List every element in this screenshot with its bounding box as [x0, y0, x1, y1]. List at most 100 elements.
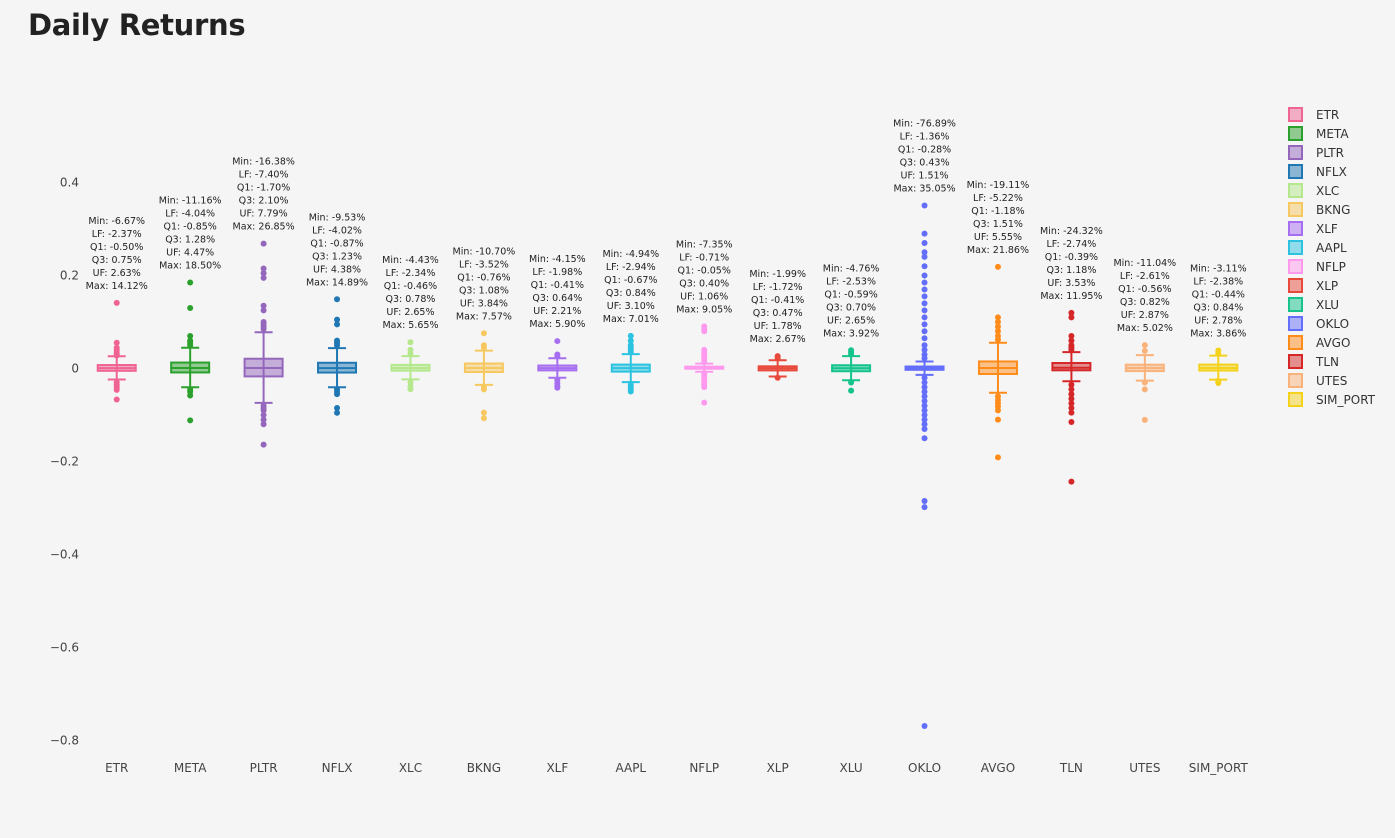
legend[interactable]: ETR META PLTR NFLX XLC BKNG XLF AAPL NFLP XLP XLU O… [1288, 107, 1376, 407]
outlier-point [921, 307, 928, 314]
outlier-point [260, 325, 267, 332]
annotation-line: UF: 7.79% [240, 209, 288, 220]
box-trace-meta[interactable] [170, 279, 211, 424]
annotation-line: Q3: 1.08% [459, 285, 509, 296]
outlier-point [921, 412, 928, 418]
legend-swatch [1288, 259, 1303, 274]
annotation-line: Max: 2.67% [750, 334, 806, 345]
annotation-line: Q3: 0.40% [679, 278, 729, 289]
annotation-line: LF: -3.52% [459, 259, 509, 270]
box-trace-aapl[interactable] [610, 332, 651, 395]
legend-item-xlp[interactable]: XLP [1288, 278, 1338, 293]
legend-item-nflx[interactable]: NFLX [1288, 164, 1347, 179]
outlier-point [1068, 381, 1075, 388]
outlier-point [994, 263, 1001, 270]
annotation-line: Q3: 0.84% [1193, 303, 1243, 314]
annotation-line: Min: -9.53% [309, 212, 366, 223]
box-trace-bkng[interactable] [463, 330, 504, 422]
annotation-pltr: Min: -16.38% LF: -7.40% Q1: -1.70% Q3: 2.10… [232, 157, 295, 233]
legend-item-xlu[interactable]: XLU [1288, 297, 1339, 312]
outlier-point [921, 328, 928, 335]
y-tick-label: −0.4 [50, 548, 79, 562]
outlier-point [701, 328, 708, 335]
box-trace-avgo[interactable] [977, 263, 1018, 461]
legend-item-meta[interactable]: META [1288, 126, 1349, 141]
outlier-point [113, 396, 120, 403]
legend-item-etr[interactable]: ETR [1288, 107, 1339, 122]
page-title: Daily Returns [28, 8, 246, 42]
legend-item-nflp[interactable]: NFLP [1288, 259, 1346, 274]
annotation-line: Q1: -0.28% [898, 145, 951, 156]
outlier-point [1141, 416, 1148, 423]
x-tick-label: XLC [399, 761, 422, 775]
annotation-line: Min: -16.38% [232, 157, 295, 168]
box-trace-xlu[interactable] [831, 347, 872, 394]
box-trace-utes[interactable] [1124, 342, 1165, 423]
annotation-line: Max: 14.12% [86, 281, 148, 292]
outlier-point [921, 384, 928, 391]
annotation-line: Q1: -0.39% [1045, 252, 1098, 263]
box-trace-oklo[interactable] [904, 202, 945, 730]
legend-swatch [1288, 316, 1303, 331]
annotation-line: Q1: -0.67% [604, 275, 657, 286]
legend-item-sim_port[interactable]: SIM_PORT [1288, 392, 1376, 407]
annotation-line: Max: 7.57% [456, 311, 512, 322]
x-tick-label: OKLO [908, 761, 941, 775]
legend-swatch [1288, 183, 1303, 198]
legend-item-xlc[interactable]: XLC [1288, 183, 1339, 198]
annotation-line: Q3: 0.84% [606, 288, 656, 299]
annotation-xlf: Min: -4.15% LF: -1.98% Q1: -0.41% Q3: 0.64%… [529, 254, 586, 330]
outlier-point [407, 386, 414, 393]
annotation-line: UF: 3.84% [460, 298, 508, 309]
legend-swatch [1288, 335, 1303, 350]
outlier-point [701, 399, 708, 406]
legend-item-oklo[interactable]: OKLO [1288, 316, 1349, 331]
box-trace-nflx[interactable] [317, 296, 358, 416]
outlier-point [480, 409, 487, 416]
annotation-line: Min: -3.11% [1190, 264, 1247, 275]
outlier-point [921, 230, 928, 237]
iqr-box [1051, 362, 1092, 372]
box-trace-sim_port[interactable] [1198, 347, 1239, 386]
box-trace-pltr[interactable] [243, 240, 284, 448]
annotation-line: Min: -7.35% [676, 239, 733, 250]
box-trace-xlf[interactable] [537, 338, 578, 391]
box-trace-nflp[interactable] [684, 323, 725, 406]
outlier-point [1068, 309, 1075, 316]
outlier-point [994, 407, 1001, 414]
outlier-point [921, 416, 928, 423]
box-trace-xlp[interactable] [757, 353, 798, 381]
legend-label: NFLP [1316, 260, 1346, 274]
outlier-point [1068, 409, 1075, 416]
outlier-point [260, 407, 267, 414]
legend-item-bkng[interactable]: BKNG [1288, 202, 1350, 217]
legend-item-pltr[interactable]: PLTR [1288, 145, 1344, 160]
annotation-line: Q1: -0.41% [531, 280, 584, 291]
legend-item-aapl[interactable]: AAPL [1288, 240, 1347, 255]
annotation-line: Min: -4.15% [529, 254, 586, 265]
annotation-line: LF: -4.04% [165, 208, 215, 219]
box-trace-xlc[interactable] [390, 339, 431, 393]
box-trace-etr[interactable] [96, 299, 137, 403]
outlier-point [701, 384, 708, 391]
outlier-point [260, 265, 267, 272]
legend-item-utes[interactable]: UTES [1288, 373, 1347, 388]
outlier-point [921, 314, 928, 321]
legend-item-xlf[interactable]: XLF [1288, 221, 1338, 236]
annotation-line: UF: 3.10% [607, 301, 655, 312]
legend-item-tln[interactable]: TLN [1288, 354, 1339, 369]
annotation-avgo: Min: -19.11% LF: -5.22% Q1: -1.18% Q3: 1.51… [967, 180, 1030, 256]
annotation-line: Max: 21.86% [967, 245, 1029, 256]
annotation-line: LF: -2.53% [826, 276, 876, 287]
legend-label: XLC [1316, 184, 1339, 198]
outlier-point [1141, 379, 1148, 386]
outlier-point [334, 321, 341, 328]
outlier-point [113, 386, 120, 393]
box-trace-tln[interactable] [1051, 309, 1092, 485]
legend-item-avgo[interactable]: AVGO [1288, 335, 1350, 350]
outlier-point [113, 352, 120, 359]
box-traces [96, 202, 1239, 730]
annotation-utes: Min: -11.04% LF: -2.61% Q1: -0.56% Q3: 0.82… [1113, 258, 1176, 334]
annotation-line: UF: 4.47% [166, 247, 214, 258]
annotation-line: Q3: 0.43% [900, 158, 950, 169]
